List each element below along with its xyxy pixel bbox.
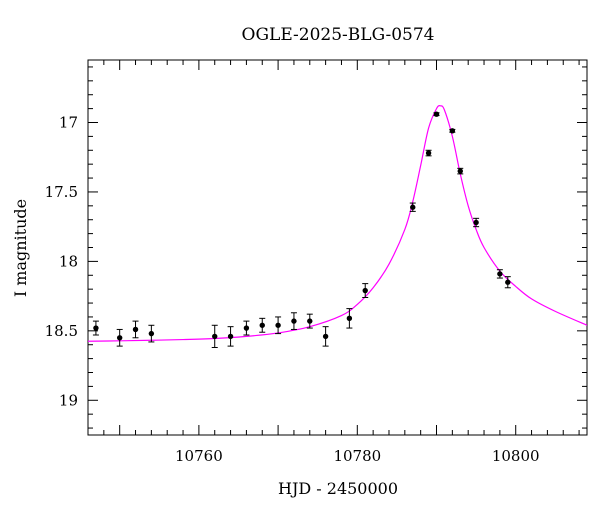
plot-area: 10760 10780 10800 17 17.5 18 18.5 19 <box>45 59 588 465</box>
plot-frame <box>87 59 588 436</box>
data-point <box>505 279 511 285</box>
y-tick-label: 17 <box>59 114 78 132</box>
y-tick-label: 19 <box>59 391 78 409</box>
data-point <box>227 333 234 340</box>
data-point <box>457 168 463 174</box>
x-axis-label: HJD - 2450000 <box>278 479 398 498</box>
data-point <box>93 325 99 331</box>
chart-title: OGLE-2025-BLG-0574 <box>242 25 435 45</box>
y-tick-label: 17.5 <box>45 183 78 201</box>
y-tick-label: 18.5 <box>45 322 78 340</box>
data-point <box>449 128 456 134</box>
data-point <box>307 318 313 324</box>
data-point <box>433 111 440 117</box>
x-tick-label: 10760 <box>175 447 223 465</box>
data-point <box>116 335 123 341</box>
data-point <box>291 318 297 324</box>
data-point <box>410 204 416 210</box>
y-tick-label: 18 <box>59 252 78 270</box>
data-point <box>497 271 503 277</box>
data-point <box>259 322 265 328</box>
data-point <box>275 322 281 328</box>
data-point <box>346 315 353 322</box>
y-axis-label: I magnitude <box>11 199 30 297</box>
data-point <box>148 330 155 337</box>
data-point <box>243 325 250 331</box>
x-tick-label: 10780 <box>333 447 381 465</box>
model-curve <box>88 105 587 342</box>
data-point <box>425 150 432 156</box>
data-point <box>322 333 329 340</box>
data-point <box>362 287 368 294</box>
x-tick-label: 10800 <box>492 447 540 465</box>
data-point <box>212 333 218 340</box>
data-point <box>473 219 479 226</box>
data-point <box>132 326 139 333</box>
